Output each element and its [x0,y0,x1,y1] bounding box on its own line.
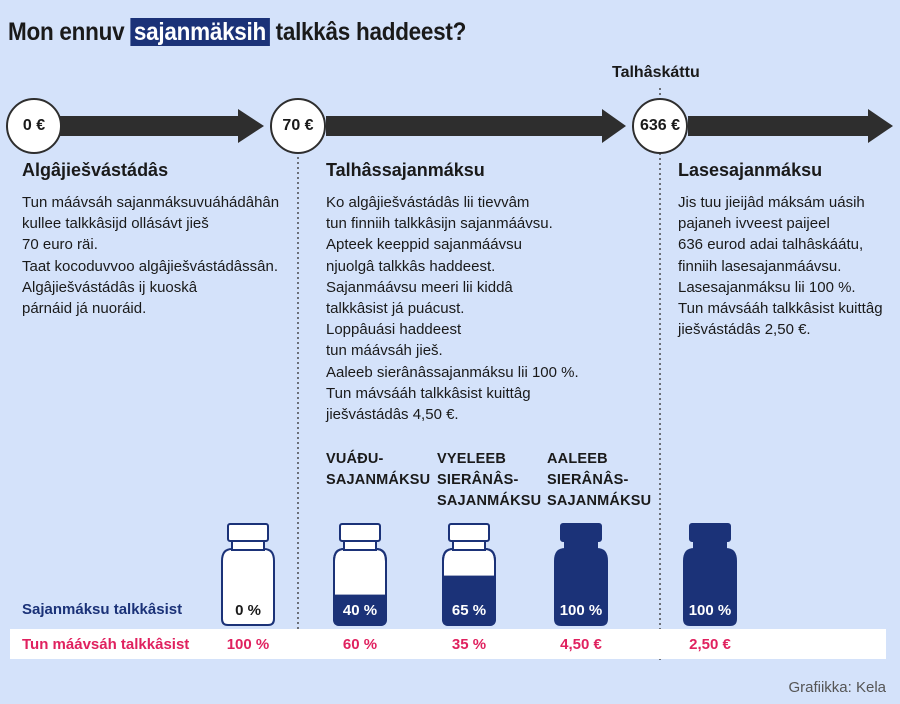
bottle-icon [442,523,496,626]
title-highlight: sajanmäksih [130,18,270,46]
ceiling-label: Talhâskáttu [612,64,700,81]
stage-text-3: Jis tuu jieijâd máksám uásih pajaneh ivv… [678,194,883,339]
title-after: talkkâs haddeest? [269,18,467,46]
bottle-fill [443,575,495,625]
category-higher-special: VYELEEB SIERÂNÂS- SAJANMÁKSU [437,451,542,509]
bottle-icon [554,523,608,626]
category-basic: VUÁĐU- SAJANMÁKSU [326,451,431,488]
badge-70-euro: 70 € [282,117,314,134]
badge-636-euro: 636 € [639,117,681,134]
payment-strip [10,629,886,659]
payment-value: 35 % [451,636,487,653]
category-lower-special: AALEEB SIERÂNÂS- SAJANMÁKSU [547,451,652,509]
badge-circle-3 [632,98,688,154]
badge-circle-2 [270,98,326,154]
reimbursement-value: 40 % [342,602,378,619]
reimbursement-row-label: Sajanmáksu talkkâsist [22,601,183,618]
stage-text-1: Tun máávsáh sajanmáksuvuáhádâhân kullee … [22,194,280,318]
bottle-icon [221,523,275,626]
reimbursement-value: 100 % [559,602,603,619]
title-before: Mon ennuv [8,18,131,46]
badge-circle-1 [6,98,62,154]
reimbursement-value: 0 % [235,602,261,619]
arrow-2 [326,109,626,143]
stage-heading-1: Algâjiešvástádâs [22,160,169,180]
bottle-icon [683,523,737,626]
payment-value: 60 % [342,636,378,653]
payment-value: 4,50 € [560,636,602,653]
bottle-fill [334,594,386,625]
page-title: Mon ennuv sajanmäksih talkkâs haddeest? [8,18,466,47]
credit: Grafiikka: Kela [788,679,886,696]
badge-0-euro: 0 € [22,117,46,134]
payment-row-label: Tun máávsáh talkkâsist [22,636,190,653]
stage-heading-3: Lasesajanmáksu [678,160,823,180]
stage-heading-2: Talhâssajanmáksu [326,160,485,180]
bottle-icon [333,523,387,626]
reimbursement-value: 65 % [451,602,487,619]
arrow-3 [688,109,893,143]
stage-text-2: Ko algâjiešvástádâs lii tievvâm tun finn… [326,194,579,424]
payment-value: 100 % [226,636,270,653]
arrow-1 [60,109,264,143]
payment-value: 2,50 € [689,636,731,653]
reimbursement-value: 100 % [688,602,732,619]
